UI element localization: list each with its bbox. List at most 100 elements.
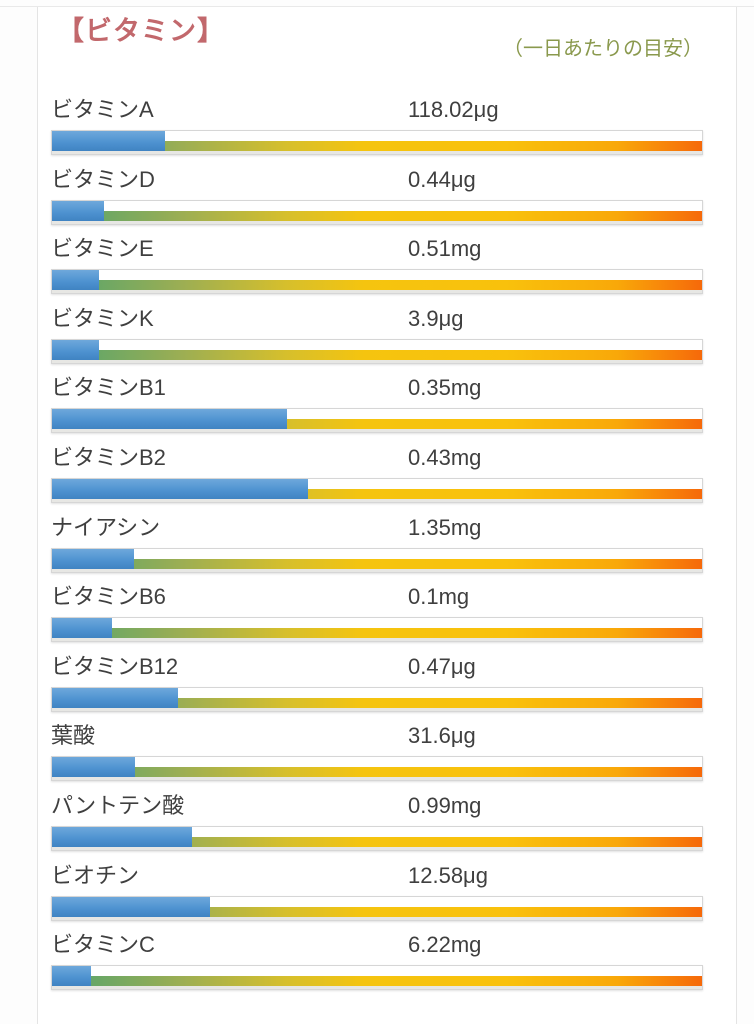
amount-bar-gradient (52, 836, 702, 847)
amount-bar-gradient (52, 419, 702, 430)
amount-bar-fill (52, 966, 91, 987)
amount-bar-fill (52, 339, 99, 360)
vitamin-amount: 0.43mg (408, 444, 482, 470)
vitamin-name: ビオチン (51, 862, 140, 888)
amount-bar-gradient (52, 280, 702, 291)
amount-bar-baseline (52, 707, 702, 711)
vitamin-amount: 0.35mg (408, 375, 482, 401)
amount-bar-track (51, 965, 703, 991)
vitamin-amount: 0.51mg (408, 236, 482, 262)
vitamin-row: ビオチン 12.58μg (51, 861, 703, 921)
vitamin-amount: 6.22mg (408, 932, 482, 958)
amount-bar-gradient (52, 906, 702, 917)
vitamin-row-head: ビタミンK 3.9μg (51, 304, 703, 334)
vitamin-row: ビタミンK 3.9μg (51, 304, 703, 364)
vitamin-amount: 0.47μg (408, 653, 476, 679)
amount-bar-fill (52, 896, 210, 917)
vitamin-row-head: ビタミンC 6.22mg (51, 930, 703, 960)
amount-bar-fill (52, 618, 112, 639)
vitamin-row-head: ビオチン 12.58μg (51, 861, 703, 891)
amount-bar-fill (52, 548, 134, 569)
amount-bar-baseline (52, 220, 702, 224)
vitamin-row: ビタミンB6 0.1mg (51, 582, 703, 643)
vitamin-name: ビタミンB1 (51, 375, 166, 401)
vitamin-amount: 0.44μg (408, 166, 476, 192)
vitamin-name: 葉酸 (51, 723, 96, 749)
amount-bar-baseline (52, 986, 702, 990)
amount-bar-baseline (52, 429, 702, 433)
amount-bar-fill (52, 687, 179, 708)
amount-bar-fill (52, 478, 309, 499)
vitamin-name: ビタミンE (51, 236, 154, 262)
amount-bar-track (51, 408, 703, 434)
vitamin-row-head: パントテン酸 0.99mg (51, 791, 703, 821)
vitamin-name: ビタミンK (51, 305, 154, 331)
amount-bar-gradient (52, 210, 702, 221)
vitamin-row-head: 葉酸 31.6μg (51, 721, 703, 751)
amount-bar-baseline (52, 638, 702, 642)
vitamin-row-head: ビタミンD 0.44μg (51, 165, 703, 195)
vitamin-name: ナイアシン (51, 514, 161, 540)
amount-bar-baseline (52, 498, 702, 502)
amount-bar-fill (52, 200, 104, 221)
vitamin-amount: 0.99mg (408, 792, 482, 818)
vitamin-row-head: ビタミンB1 0.35mg (51, 373, 703, 403)
daily-guideline-note: （一日あたりの目安） (503, 38, 703, 60)
vitamin-row-head: ビタミンB2 0.43mg (51, 443, 703, 473)
amount-bar-baseline (52, 290, 702, 294)
vitamin-row: ビタミンD 0.44μg (51, 165, 703, 225)
amount-bar-gradient (52, 697, 702, 708)
vitamin-row-head: ビタミンE 0.51mg (51, 234, 703, 264)
vitamin-name: ビタミンB12 (51, 653, 179, 679)
amount-bar-track (51, 477, 703, 503)
vitamin-amount: 118.02μg (408, 97, 499, 122)
vitamin-row: ビタミンE 0.51mg (51, 234, 703, 295)
amount-bar-track (51, 756, 703, 782)
amount-bar-gradient (52, 558, 702, 569)
amount-bar-gradient (52, 628, 702, 639)
amount-bar-baseline (52, 916, 702, 920)
vitamin-row: 葉酸 31.6μg (51, 721, 703, 782)
vitamin-name: ビタミンB2 (51, 444, 166, 470)
amount-bar-track (51, 338, 703, 364)
amount-bar-fill (52, 409, 288, 430)
amount-bar-track (51, 130, 703, 155)
vitamin-amount: 3.9μg (408, 305, 464, 331)
vitamin-name: ビタミンD (51, 166, 155, 192)
vitamin-row: ビタミンB1 0.35mg (51, 373, 703, 434)
vitamin-row-head: ビタミンA 118.02μg (51, 95, 703, 125)
vitamin-list: ビタミンA 118.02μg ビタミンD 0.44μg ビタミンE 0.51mg (51, 95, 703, 1000)
vitamin-row: ナイアシン 1.35mg (51, 513, 703, 573)
vitamin-name: ビタミンA (51, 97, 154, 122)
amount-bar-fill (52, 270, 99, 291)
amount-bar-gradient (52, 141, 702, 151)
section-title: 【ビタミン】 (57, 16, 225, 46)
vitamin-name: パントテン酸 (51, 792, 185, 818)
vitamin-name: ビタミンB6 (51, 584, 166, 610)
amount-bar-gradient (52, 488, 702, 499)
vitamin-row: ビタミンA 118.02μg (51, 95, 703, 155)
amount-bar-track (51, 269, 703, 295)
amount-bar-gradient (52, 767, 702, 778)
amount-bar-track (51, 617, 703, 643)
vitamin-row: ビタミンB2 0.43mg (51, 443, 703, 503)
vitamin-name: ビタミンC (51, 932, 155, 958)
vitamin-row-head: ナイアシン 1.35mg (51, 513, 703, 543)
amount-bar-baseline (52, 846, 702, 850)
amount-bar-fill (52, 826, 193, 847)
amount-bar-baseline (52, 359, 702, 363)
vitamin-row-head: ビタミンB6 0.1mg (51, 582, 703, 612)
amount-bar-track (51, 825, 703, 851)
vitamin-amount: 12.58μg (408, 862, 488, 888)
vitamin-row: パントテン酸 0.99mg (51, 791, 703, 851)
amount-bar-track (51, 547, 703, 573)
vitamin-row: ビタミンC 6.22mg (51, 930, 703, 991)
top-divider (0, 6, 754, 7)
amount-bar-baseline (52, 568, 702, 572)
vitamin-section-card: 【ビタミン】 （一日あたりの目安） ビタミンA 118.02μg ビタミンD 0… (37, 7, 737, 1024)
amount-bar-baseline (52, 777, 702, 781)
vitamin-amount: 31.6μg (408, 723, 476, 749)
amount-bar-baseline (52, 151, 702, 154)
amount-bar-track (51, 199, 703, 225)
amount-bar-gradient (52, 976, 702, 987)
